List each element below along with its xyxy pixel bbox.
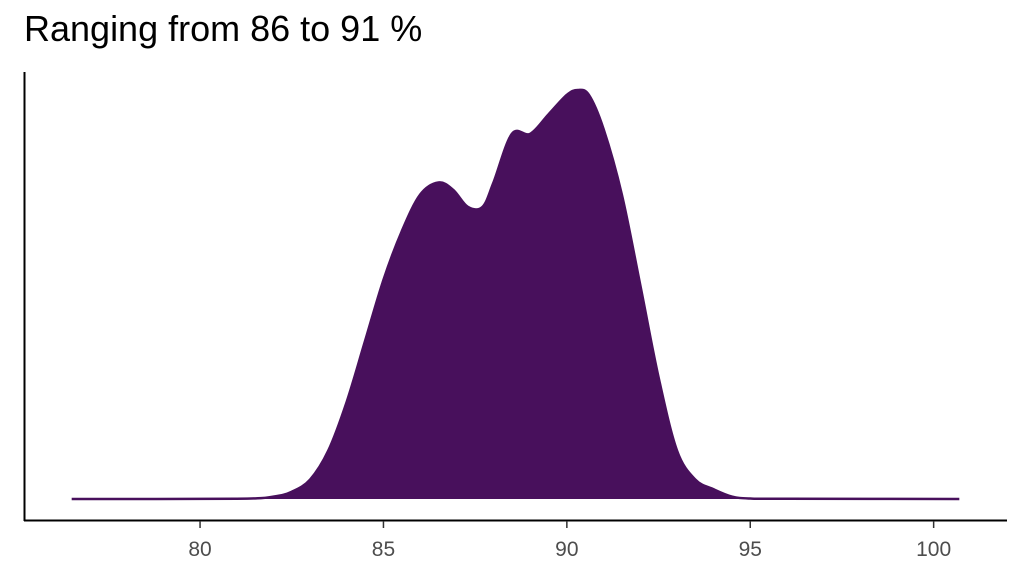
x-tick-label: 90 xyxy=(555,538,578,561)
plot-panel xyxy=(71,88,960,501)
x-axis-ticks: 80 85 90 95 100 xyxy=(188,521,951,561)
density-area xyxy=(71,89,960,499)
x-tick-label: 95 xyxy=(739,538,762,561)
x-tick-label: 100 xyxy=(916,538,951,561)
density-line xyxy=(71,88,960,501)
x-tick-label: 85 xyxy=(372,538,395,561)
x-tick-label: 80 xyxy=(188,538,211,561)
chart-title: Ranging from 86 to 91 % xyxy=(24,8,423,49)
